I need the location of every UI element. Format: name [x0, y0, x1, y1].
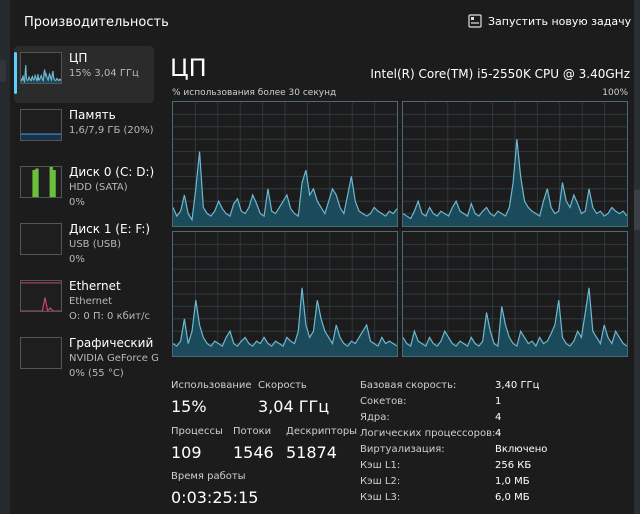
sidebar-item-disk-0[interactable]: Диск 0 (C: D:) HDD (SATA) 0%: [14, 160, 154, 217]
spec-label: Кэш L2:: [360, 476, 401, 487]
spec-label: Кэш L3:: [360, 492, 401, 503]
cpu-core-graph-3: [172, 231, 398, 357]
sidebar-item-detail-2: 0% (55 °C): [69, 368, 124, 379]
sidebar-item-detail: 1,6/7,9 ГБ (20%): [69, 125, 154, 136]
graph-caption: % использования более 30 секунд: [172, 88, 337, 98]
threads-value: 1546: [233, 443, 274, 462]
sidebar-item-ethernet[interactable]: Ethernet Ethernet О: 0 П: 0 кбит/с: [14, 274, 154, 331]
run-task-icon: [468, 14, 482, 28]
cpu-thumbnail-graph: [20, 52, 62, 84]
sidebar-item-detail-2: О: 0 П: 0 кбит/с: [69, 311, 150, 322]
spec-label: Сокетов:: [360, 396, 407, 407]
cpu-core-graph-2: [402, 101, 628, 227]
spec-row-logical-processors: Логических процессоров: 4: [360, 428, 630, 444]
spec-value: 1,0 МБ: [495, 476, 530, 487]
threads-label: Потоки: [233, 426, 272, 437]
sidebar-item-label: Диск 0 (C: D:): [69, 165, 155, 179]
cpu-core-3-usage-line: [173, 287, 397, 347]
cpu-thumb-line: [21, 64, 61, 83]
cpu-core-4-usage-area: [403, 287, 627, 356]
sidebar-item-label: Память: [69, 108, 116, 122]
spec-value: Включено: [495, 444, 548, 455]
speed-label: Скорость: [258, 380, 307, 391]
usage-label: Использование: [171, 380, 252, 391]
processes-value: 109: [171, 443, 202, 462]
sidebar-item-label: ЦП: [69, 51, 88, 65]
scrollbar-thumb[interactable]: [634, 190, 640, 230]
spec-value: 256 КБ: [495, 460, 532, 471]
spec-label: Базовая скорость:: [360, 380, 457, 391]
cpu-heading: ЦП: [170, 54, 207, 82]
sidebar-item-gpu[interactable]: Графический NVIDIA GeForce G 0% (55 °C): [14, 331, 159, 388]
spec-row-cores: Ядра: 4: [360, 412, 630, 428]
spec-value: 6,0 МБ: [495, 492, 530, 503]
background-window-mark: [0, 60, 6, 82]
cpu-model-name: Intel(R) Core(TM) i5-2550K CPU @ 3.40GHz: [370, 67, 630, 81]
sidebar-item-detail: Ethernet: [69, 296, 113, 307]
spec-value: 4: [495, 412, 502, 423]
sidebar-item-cpu[interactable]: ЦП 15% 3,04 ГГц: [14, 46, 154, 103]
speed-value: 3,04 ГГц: [258, 397, 330, 416]
spec-value: 4: [495, 428, 502, 439]
cpu-core-2-usage-line: [403, 139, 627, 220]
cpu-core-graph-1: [172, 101, 398, 227]
spec-label: Ядра:: [360, 412, 390, 423]
disk0-activity-bar: [32, 170, 36, 197]
spec-row-l1-cache: Кэш L1: 256 КБ: [360, 460, 630, 476]
spec-label: Логических процессоров:: [360, 428, 496, 439]
page-title: Производительность: [24, 15, 169, 30]
sidebar: ЦП 15% 3,04 ГГц Память 1,6/7,9 ГБ (20%) …: [14, 46, 159, 388]
memory-thumb-area: [21, 134, 61, 140]
cpu-core-4-usage-line: [403, 287, 627, 348]
spec-row-base-speed: Базовая скорость: 3,40 ГГц: [360, 380, 630, 396]
disk0-activity-bar: [35, 168, 39, 197]
sidebar-item-label: Графический: [69, 336, 154, 350]
uptime-value: 0:03:25:15: [171, 488, 259, 507]
handles-label: Дескрипторы: [286, 426, 358, 437]
sidebar-item-detail: NVIDIA GeForce G: [69, 353, 159, 364]
spec-row-virtualization: Виртуализация: Включено: [360, 444, 630, 460]
cpu-core-graphs: [172, 101, 628, 357]
cpu-core-graph-4: [402, 231, 628, 357]
ethernet-thumbnail-graph: [20, 280, 62, 312]
cpu-core-3-usage-area: [173, 287, 397, 356]
usage-value: 15%: [171, 397, 207, 416]
gpu-thumbnail-graph: [20, 337, 62, 369]
disk0-activity-bar: [52, 170, 56, 197]
sidebar-item-disk-1[interactable]: Диск 1 (E: F:) USB (USB) 0%: [14, 217, 154, 274]
sidebar-item-detail-2: 0%: [69, 197, 85, 208]
spec-label: Виртуализация:: [360, 444, 445, 455]
sidebar-item-label: Диск 1 (E: F:): [69, 222, 151, 236]
processes-label: Процессы: [171, 426, 223, 437]
graph-max-label: 100%: [602, 88, 628, 98]
disk1-thumbnail-graph: [20, 223, 62, 255]
run-new-task-button[interactable]: Запустить новую задачу: [468, 14, 631, 28]
cpu-core-1-usage-area: [173, 151, 397, 226]
cpu-core-1-usage-line: [173, 151, 397, 222]
spec-row-l2-cache: Кэш L2: 1,0 МБ: [360, 476, 630, 492]
memory-thumbnail-graph: [20, 109, 62, 141]
spec-label: Кэш L1:: [360, 460, 401, 471]
spec-row-sockets: Сокетов: 1: [360, 396, 630, 412]
sidebar-item-detail: 15% 3,04 ГГц: [69, 68, 139, 79]
sidebar-item-detail-2: 0%: [69, 254, 85, 265]
spec-value: 1: [495, 396, 502, 407]
ethernet-thumb-line: [21, 297, 61, 311]
sidebar-item-detail: HDD (SATA): [69, 182, 128, 193]
right-edge-strip: [634, 0, 640, 514]
uptime-label: Время работы: [171, 471, 246, 482]
spec-value: 3,40 ГГц: [495, 380, 540, 391]
header: Производительность Запустить новую задач…: [10, 0, 634, 46]
disk0-activity-bar: [49, 167, 53, 197]
sidebar-item-memory[interactable]: Память 1,6/7,9 ГБ (20%): [14, 103, 154, 160]
ethernet-thumb-area: [21, 297, 61, 311]
handles-value: 51874: [286, 443, 337, 462]
background-window-strip: [0, 0, 10, 514]
disk0-thumbnail-graph: [20, 166, 62, 198]
sidebar-item-detail: USB (USB): [69, 239, 122, 250]
run-new-task-label: Запустить новую задачу: [488, 14, 632, 28]
spec-row-l3-cache: Кэш L3: 6,0 МБ: [360, 492, 630, 508]
sidebar-item-label: Ethernet: [69, 279, 121, 293]
